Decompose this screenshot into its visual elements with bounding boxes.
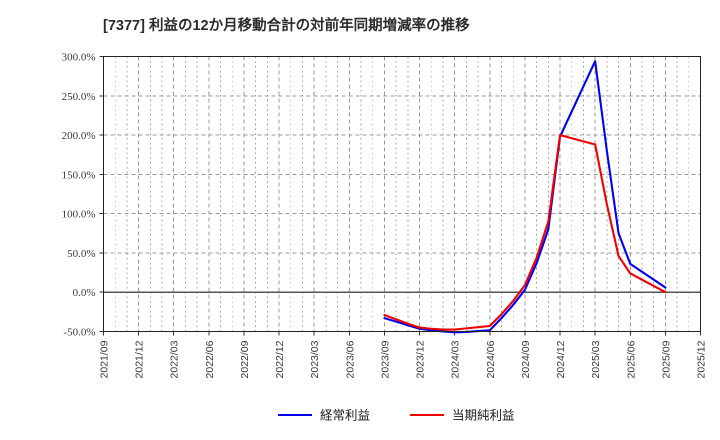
legend-label: 経常利益	[320, 408, 370, 422]
y-axis-tick-label: 50.0%	[67, 248, 95, 260]
legend-label: 当期純利益	[452, 408, 515, 422]
x-axis-tick-label: 2025/09	[660, 340, 672, 378]
x-axis-tick-label: 2024/03	[450, 340, 462, 378]
x-axis-tick-label: 2024/06	[485, 340, 497, 378]
x-axis-tick-label: 2022/03	[169, 340, 181, 378]
x-axis-tick-label: 2022/09	[239, 340, 251, 378]
x-axis-tick-label: 2022/06	[204, 340, 216, 378]
x-axis-tick-label: 2021/12	[134, 340, 146, 378]
x-axis-tick-label: 2025/06	[625, 340, 637, 378]
y-axis-tick-label: -50.0%	[63, 327, 95, 339]
plot-frame	[102, 55, 702, 333]
chart-legend: 経常利益 当期純利益	[278, 408, 515, 422]
series-layer	[383, 60, 667, 334]
grid-layer	[103, 56, 701, 332]
x-axis-tick-label: 2025/03	[590, 340, 602, 378]
x-axis-tick-label: 2023/12	[415, 340, 427, 378]
y-axis-tick-label: 200.0%	[62, 130, 96, 142]
y-axis-tick-label: 250.0%	[62, 91, 96, 103]
y-axis-tick-label: 300.0%	[62, 52, 96, 64]
y-axis-tick-label: 150.0%	[62, 169, 96, 181]
y-axis-tick-label: 100.0%	[62, 209, 96, 221]
x-axis-ticks: 2021/09 2021/12 2022/03 2022/06 2022/09 2022/…	[99, 331, 708, 378]
x-axis-tick-label: 2024/09	[520, 340, 532, 378]
x-axis-tick-label: 2023/03	[309, 340, 321, 378]
x-axis-tick-label: 2021/09	[99, 340, 111, 378]
y-axis-ticks: -50.0% 0.0% 50.0% 100.0% 150.0% 200.0% 250.0% 3…	[62, 52, 104, 339]
series-line	[383, 134, 667, 331]
x-axis-tick-label: 2022/12	[274, 340, 286, 378]
x-axis-tick-label: 2023/09	[379, 340, 391, 378]
page-title: [7377] 利益の12か月移動合計の対前年同期増減率の推移	[103, 18, 470, 34]
x-axis-tick-label: 2025/12	[696, 340, 708, 378]
x-axis-tick-label: 2023/06	[344, 340, 356, 378]
series-line	[383, 60, 667, 334]
x-axis-tick-label: 2024/12	[555, 340, 567, 378]
y-axis-tick-label: 0.0%	[73, 287, 96, 299]
